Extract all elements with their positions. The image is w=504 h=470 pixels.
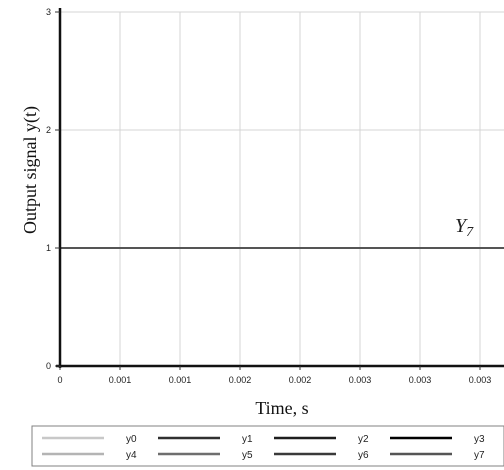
legend: y0 y1 y2 y3 y4 y5 y6 y7 bbox=[31, 425, 504, 467]
x-tick-label: 0 bbox=[57, 375, 62, 385]
y-tick-label: 1 bbox=[46, 243, 51, 253]
legend-label-y0: y0 bbox=[126, 434, 137, 445]
y-tick-label: 3 bbox=[46, 7, 51, 17]
annotations: Y7 bbox=[455, 215, 474, 240]
y-tick-label: 2 bbox=[46, 125, 51, 135]
series-lines bbox=[60, 247, 504, 367]
tick-labels: 0 0.001 0.001 0.002 0.002 0.003 0.003 0.003 0 1 2 3 bbox=[46, 7, 491, 385]
grid bbox=[60, 11, 504, 366]
annotation-subscript: 7 bbox=[466, 225, 474, 240]
legend-label-y1: y1 bbox=[242, 434, 253, 445]
legend-label-y6: y6 bbox=[358, 450, 369, 461]
legend-label-y2: y2 bbox=[358, 434, 369, 445]
x-tick-label: 0.002 bbox=[229, 375, 252, 385]
legend-label-y4: y4 bbox=[126, 450, 137, 461]
legend-label-y7: y7 bbox=[474, 450, 485, 461]
legend-label-y5: y5 bbox=[242, 450, 253, 461]
x-tick-label: 0.003 bbox=[409, 375, 432, 385]
legend-box bbox=[31, 425, 504, 467]
y-tick-label: 0 bbox=[46, 361, 51, 371]
series-annotation: Y7 bbox=[455, 215, 474, 240]
y-axis-title: Output signal y(t) bbox=[20, 106, 41, 234]
x-tick-label: 0.001 bbox=[169, 375, 192, 385]
x-tick-label: 0.003 bbox=[469, 375, 492, 385]
x-tick-label: 0.001 bbox=[109, 375, 132, 385]
axes bbox=[56, 8, 504, 368]
legend-label-y3: y3 bbox=[474, 434, 485, 445]
x-axis-title: Time, s bbox=[255, 398, 308, 418]
x-tick-label: 0.002 bbox=[289, 375, 312, 385]
x-tick-label: 0.003 bbox=[349, 375, 372, 385]
